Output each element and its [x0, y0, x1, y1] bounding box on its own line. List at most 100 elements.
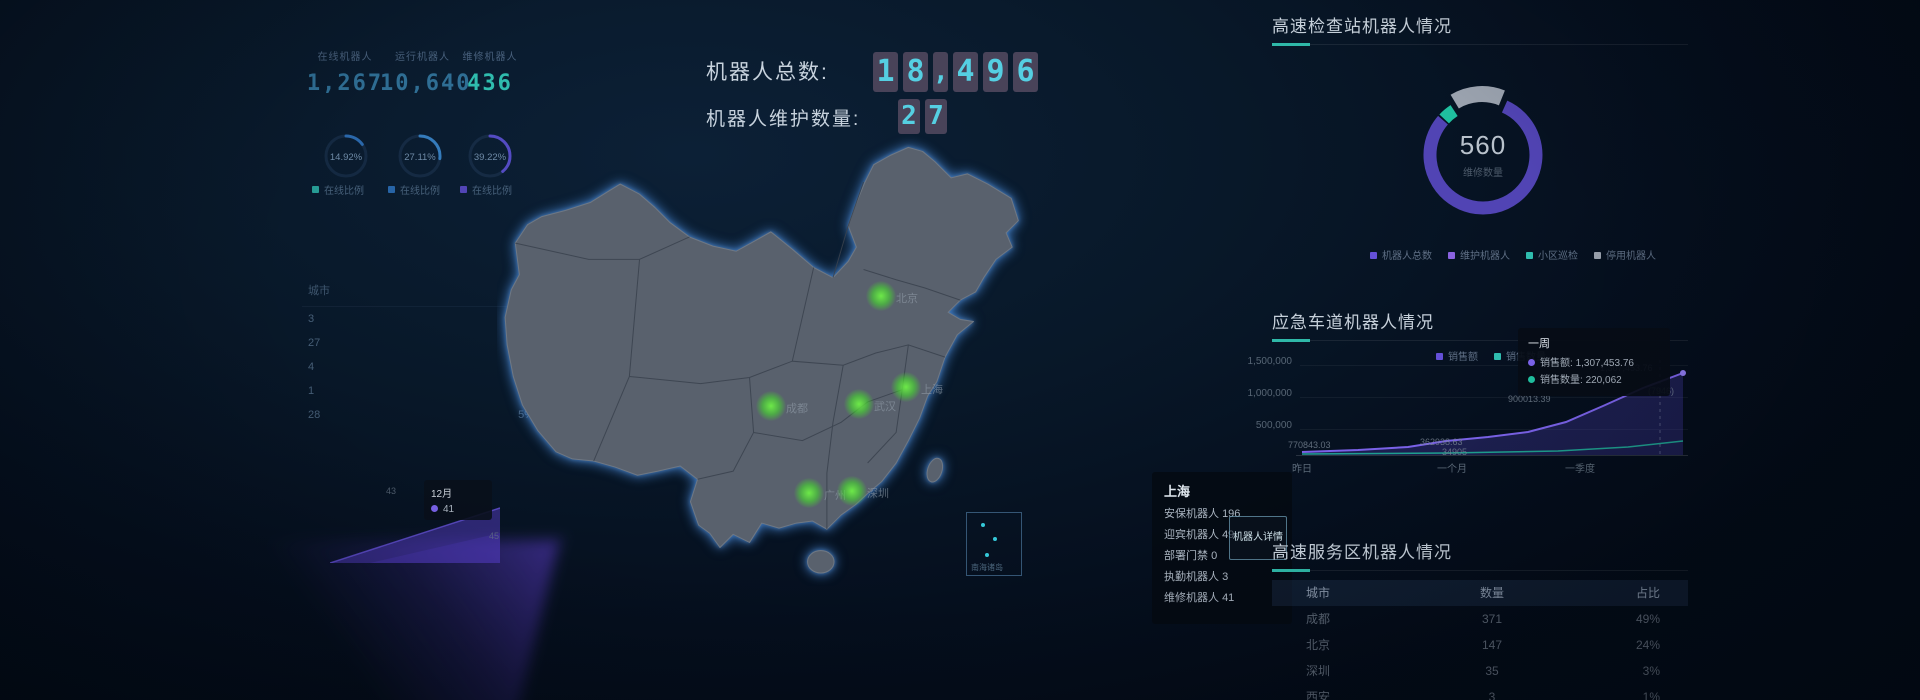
map-marker-guangzhou[interactable]: 广州: [794, 478, 846, 508]
gauge-legend-3[interactable]: 在线比例: [460, 182, 512, 197]
series-dot: [1528, 359, 1535, 366]
tooltip-row: 执勤机器人 3: [1164, 571, 1229, 583]
legend-swatch: [1370, 252, 1377, 259]
island-dot: [993, 537, 997, 541]
island-dot: [985, 553, 989, 557]
x-axis-line: [1296, 455, 1688, 456]
cell-city: 北京: [1306, 638, 1331, 652]
counter-comma: ,: [933, 52, 949, 92]
panel-service-underline: [1272, 569, 1688, 572]
taiwan-island: [926, 457, 944, 483]
tooltip-row: 安保机器人 196: [1164, 508, 1241, 520]
header-ratio: 占比: [1635, 586, 1660, 600]
panel-checkpoint-title: 高速检查站机器人情况: [1272, 17, 1452, 36]
mini-chart-tooltip: 12月 41: [424, 480, 492, 520]
gauge-legend-1[interactable]: 在线比例: [312, 182, 364, 197]
cell-value: 28: [308, 409, 321, 421]
china-map-svg: [504, 146, 1019, 574]
island-dot: [981, 523, 985, 527]
legend-item[interactable]: 维护机器人: [1448, 247, 1510, 262]
point-label: 900013.39: [1508, 394, 1551, 404]
legend-item[interactable]: 小区巡检: [1526, 247, 1578, 262]
legend-swatch: [1436, 353, 1443, 360]
tooltip-value: 41: [431, 504, 485, 515]
total-robots-counter: 1 8 , 4 9 6: [873, 52, 1038, 92]
series-dot: [1528, 376, 1535, 383]
robot-detail-button[interactable]: 机器人详情: [1229, 516, 1287, 560]
header-count: 数量: [1479, 586, 1504, 600]
legend-item[interactable]: 机器人总数: [1370, 247, 1432, 262]
emergency-chart-tooltip: 一周 销售额: 1,307,453.76 销售数量: 220,062: [1518, 328, 1670, 396]
mini-area-chart: [330, 507, 500, 563]
point-label: 34905: [1442, 447, 1468, 457]
legend-item[interactable]: 销售额: [1436, 348, 1478, 363]
cell-count: 3: [1488, 690, 1496, 700]
point-label: 362938.63: [1420, 437, 1463, 447]
legend-label: 在线比例: [400, 186, 440, 197]
legend-swatch: [312, 186, 319, 193]
series-dot: [431, 505, 438, 512]
mini-chart-tick: 45: [489, 531, 500, 541]
cell-city: 深圳: [1306, 664, 1331, 678]
legend-swatch: [1494, 353, 1501, 360]
tooltip-row: 销售额: 1,307,453.76: [1528, 355, 1660, 372]
checkpoint-donut-chart[interactable]: [1408, 80, 1558, 230]
map-marker-wuhan[interactable]: 武汉: [844, 389, 896, 419]
china-map[interactable]: [497, 116, 1169, 586]
legend-label: 在线比例: [324, 186, 364, 197]
tooltip-title: 一周: [1528, 338, 1550, 350]
stat-running-robots: 运行机器人 10,640: [380, 48, 469, 96]
counter-digit: 9: [983, 52, 1008, 92]
x-axis-tick: 昨日: [1292, 464, 1312, 475]
table-row: 深圳 35 3%: [1272, 658, 1688, 684]
map-marker-chengdu[interactable]: 成都: [756, 391, 808, 421]
legend-swatch: [1594, 252, 1601, 259]
tooltip-row: 销售数量: 220,062: [1528, 372, 1660, 389]
x-axis-tick: 一季度: [1565, 464, 1595, 475]
table-row: 西安 3 1%: [1272, 684, 1688, 700]
marker-label: 深圳: [867, 488, 889, 500]
map-marker-shenzhen[interactable]: 深圳: [837, 476, 889, 506]
tooltip-row: 维修机器人 41: [1164, 592, 1235, 604]
stat-online-robots: 在线机器人 1,267: [305, 48, 385, 96]
cell-ratio: 24%: [1635, 638, 1660, 652]
gauge-online-ratio-3: 39.22%: [468, 134, 512, 178]
header-city: 城市: [1306, 586, 1331, 600]
y-axis-tick: 1,000,000: [1247, 388, 1293, 399]
counter-digit: 1: [873, 52, 898, 92]
y-axis-tick: 500,000: [1255, 420, 1292, 431]
tooltip-city: 上海: [1164, 484, 1191, 499]
province-borders: [515, 181, 961, 530]
cell-ratio: 1%: [1642, 690, 1660, 700]
gauge-legend-2[interactable]: 在线比例: [388, 182, 440, 197]
china-outline: [504, 146, 1019, 549]
cell-count: 371: [1481, 612, 1503, 626]
cell-ratio: 3%: [1642, 664, 1660, 678]
gridline: [1300, 397, 1688, 398]
panel-emergency-underline: [1272, 339, 1688, 342]
maintenance-count-label: 机器人维护数量:: [706, 109, 861, 130]
gauge-online-ratio-1: 14.92%: [324, 134, 368, 178]
counter-digit: 2: [898, 99, 920, 134]
cell-ratio: 49%: [1635, 612, 1660, 626]
stat-label: 维修机器人: [462, 52, 518, 63]
x-axis-tick: 一个月: [1437, 464, 1467, 475]
counter-digit: 7: [925, 99, 947, 134]
gauge-online-ratio-2: 27.11%: [398, 134, 442, 178]
stat-label: 在线机器人: [317, 52, 373, 63]
gridline: [1300, 429, 1688, 430]
stat-value: 436: [467, 71, 513, 96]
map-marker-beijing[interactable]: 北京: [866, 281, 918, 311]
stat-label: 运行机器人: [395, 52, 450, 63]
table-row: 成都 371 49%: [1272, 606, 1688, 632]
maintenance-counter: 2 7: [898, 99, 947, 134]
gridline: [1300, 365, 1688, 366]
gauge-percent: 14.92%: [330, 152, 363, 163]
y-axis-tick: 1,500,000: [1247, 356, 1293, 367]
legend-item[interactable]: 停用机器人: [1594, 247, 1656, 262]
mini-chart-tick: 43: [386, 486, 397, 496]
panel-service-title: 高速服务区机器人情况: [1272, 543, 1452, 562]
map-marker-shanghai[interactable]: 上海: [891, 372, 943, 402]
cell-value: 4: [308, 361, 315, 373]
